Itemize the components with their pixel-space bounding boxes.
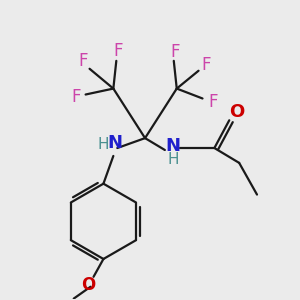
- Text: N: N: [108, 134, 123, 152]
- Text: H: H: [98, 136, 109, 152]
- Text: F: F: [170, 43, 179, 61]
- Text: F: F: [79, 52, 88, 70]
- Text: F: F: [202, 56, 211, 74]
- Text: N: N: [165, 137, 180, 155]
- Text: F: F: [113, 42, 123, 60]
- Text: F: F: [71, 88, 80, 106]
- Text: O: O: [81, 276, 96, 294]
- Text: F: F: [209, 93, 218, 111]
- Text: O: O: [230, 103, 245, 122]
- Text: H: H: [167, 152, 178, 167]
